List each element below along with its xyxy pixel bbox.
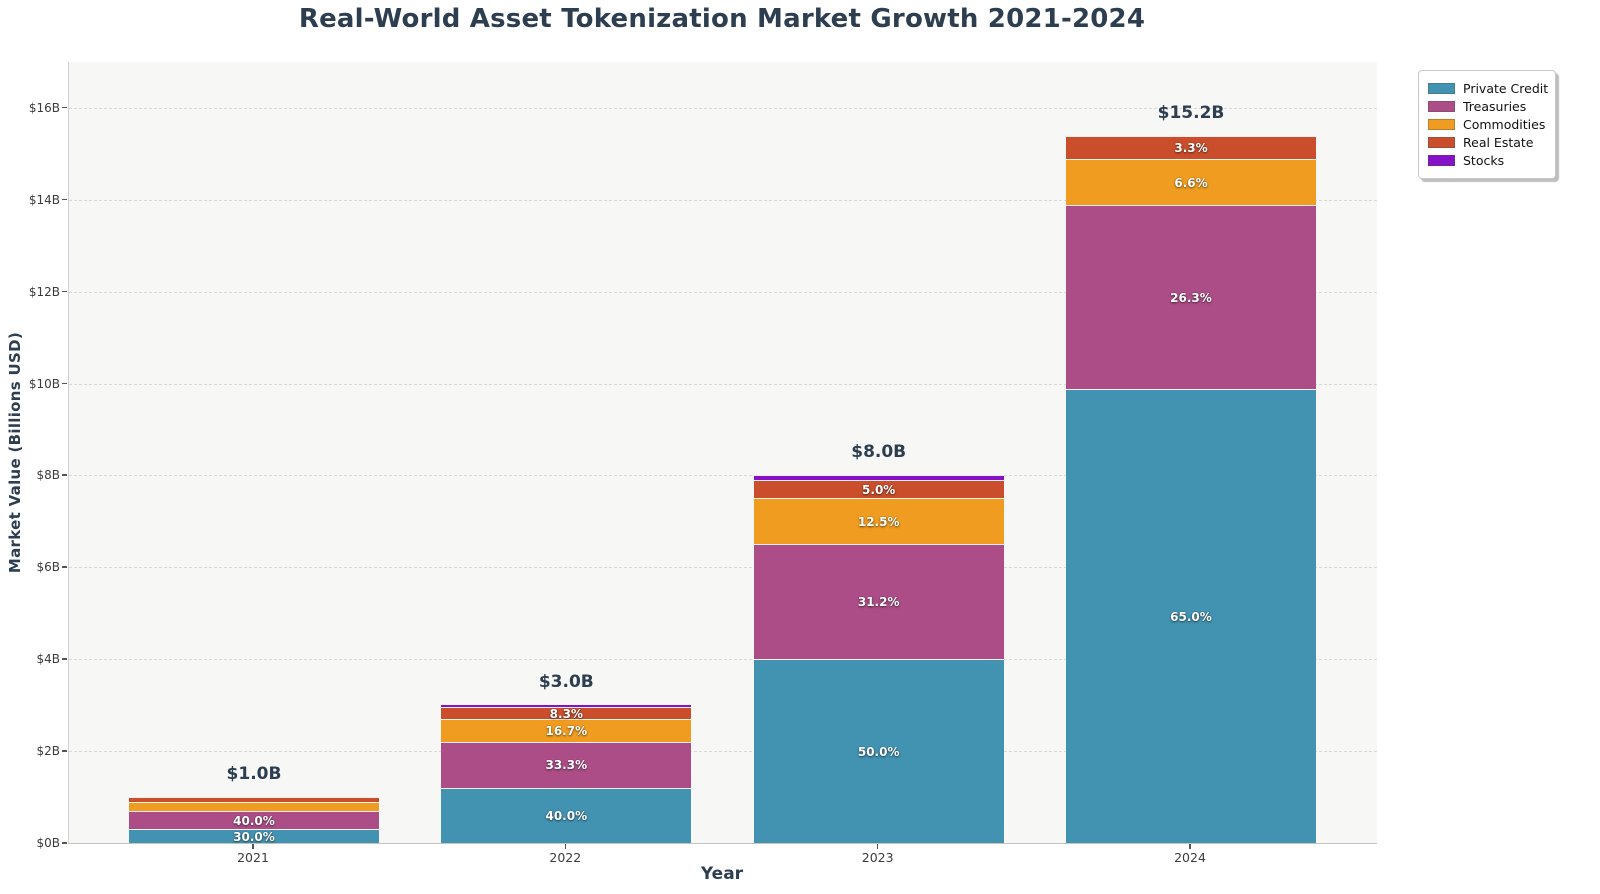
y-tick-label: $4B [36,652,60,667]
y-tick-label: $8B [36,468,60,483]
y-tick-label: $6B [36,560,60,575]
y-tick-label: $0B [36,836,60,850]
y-tick-mark [62,290,67,293]
y-tick-label: $16B [28,100,60,115]
x-tick-mark [1189,844,1191,849]
bar-segment-label: 30.0% [233,829,275,844]
bar-segment-label: 3.3% [1174,141,1208,156]
bar-segment: 26.3% [1066,205,1316,390]
legend-item: Stocks [1428,153,1546,168]
bar-segment-label: 50.0% [857,744,900,759]
bar-total-label: $15.2B [1157,103,1225,124]
bar-total-label: $8.0B [851,442,907,463]
bar-segment-label: 12.5% [857,514,900,529]
grid-line [69,383,1377,385]
bar-segment [441,705,692,708]
legend-label: Real Estate [1463,135,1534,150]
y-tick-mark [62,382,67,385]
bar-segment: 40.0% [129,810,379,830]
bar-segment: 30.0% [129,829,379,844]
x-tick-mark [252,844,254,849]
y-tick-label: $12B [28,284,60,299]
y-tick-mark [62,198,67,201]
bar-segment: 12.5% [753,498,1004,545]
x-tick-mark [564,844,567,849]
bar-segment: 40.0% [441,787,692,843]
plot-area: 30.0% 40.0% $1.0B 40.0% 33.3% 16.7% 8.3% $3.0B 5… [68,62,1377,844]
bar-segment [129,801,379,811]
legend-item: Real Estate [1428,135,1546,150]
grid-line [69,199,1377,201]
legend: Private Credit Treasuries Commodities Real … [1418,70,1556,179]
legend-item: Commodities [1428,117,1546,132]
bar-segment: 8.3% [441,706,692,721]
bar-segment: 6.6% [1066,159,1316,206]
grid-line [69,291,1377,293]
legend-swatch [1428,155,1455,166]
bar-segment-label: 33.3% [545,758,588,773]
y-tick-mark [62,842,67,844]
bar-segment-label: 40.0% [545,808,588,823]
bar-segment-label: 5.0% [862,482,896,497]
grid-line [69,751,1377,753]
bar-segment-label: 26.3% [1170,290,1212,305]
bar-segment: 5.0% [753,480,1004,499]
x-tick-label: 2023 [861,850,894,865]
bar-total-label: $3.0B [538,672,594,693]
y-tick-label: $14B [28,192,60,207]
bar-segment: 31.2% [753,544,1004,660]
x-tick-label: 2021 [237,850,269,865]
y-tick-mark [62,474,67,476]
legend-swatch [1428,101,1455,112]
y-tick-mark [62,658,67,660]
legend-label: Commodities [1463,117,1546,132]
y-tick-mark [62,566,67,568]
bar-segment [129,797,379,802]
bar-segment-label: 8.3% [549,706,583,721]
grid-line [69,107,1377,109]
bar-segment: 50.0% [753,659,1004,843]
grid-line [69,475,1377,477]
grid-line [69,567,1377,569]
bar-segment-label: 40.0% [233,813,275,828]
chart-title: Real-World Asset Tokenization Market Gro… [298,4,1146,34]
x-tick-label: 2024 [1174,850,1206,865]
legend-swatch [1428,83,1455,94]
grid-line [69,659,1377,661]
y-tick-label: $2B [36,744,60,759]
bar-segment-label: 16.7% [545,723,588,738]
legend-item: Private Credit [1428,81,1549,96]
bar-segment [753,475,1004,481]
bar-segment: 3.3% [1066,136,1316,160]
bar-segment-label: 65.0% [1170,609,1212,624]
x-tick-label: 2022 [549,850,582,865]
y-axis-label: Market Value (Billions USD) [6,331,24,574]
y-axis-label-container: Market Value (Billions USD) [2,62,28,843]
legend-label: Private Credit [1463,81,1549,96]
legend-label: Treasuries [1463,99,1527,114]
bar-segment: 65.0% [1066,389,1316,843]
legend-swatch [1428,137,1455,148]
x-tick-mark [876,844,879,849]
bar-segment-label: 31.2% [857,595,900,610]
bar-segment-label: 6.6% [1174,175,1208,190]
y-tick-mark [62,106,67,109]
x-axis-label: Year [700,864,744,884]
y-tick-label: $10B [28,376,60,391]
legend-swatch [1428,119,1455,130]
legend-label: Stocks [1463,153,1505,168]
y-tick-mark [62,750,67,752]
bar-total-label: $1.0B [226,764,282,785]
legend-item: Treasuries [1428,99,1546,114]
bar-segment: 33.3% [441,741,692,788]
bar-segment: 16.7% [441,718,692,742]
